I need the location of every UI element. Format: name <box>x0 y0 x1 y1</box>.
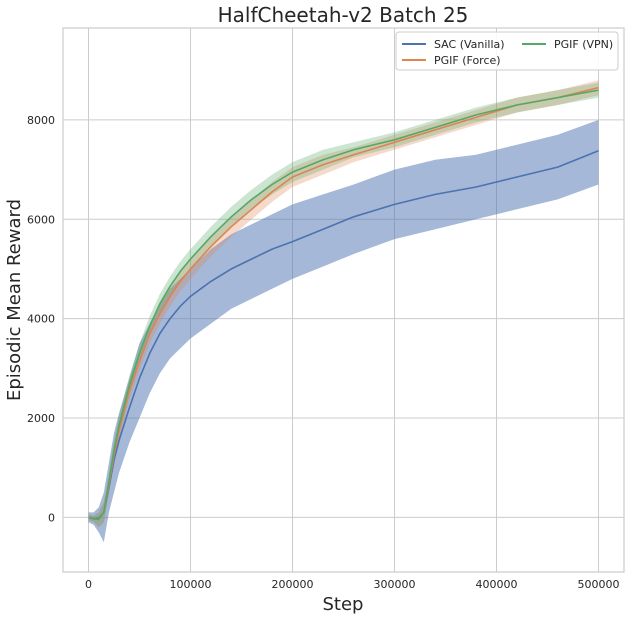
x-tick-label: 400000 <box>476 578 518 591</box>
band-sac-vanilla <box>88 119 599 543</box>
line-pgif-vpn <box>88 89 599 521</box>
legend-label-pgif-vpn: PGIF (VPN) <box>554 38 613 51</box>
y-tick-label: 6000 <box>27 213 55 226</box>
chart-title: HalfCheetah-v2 Batch 25 <box>218 3 469 27</box>
x-tick-label: 0 <box>85 578 92 591</box>
series-lines <box>88 86 599 521</box>
x-tick-label: 100000 <box>170 578 212 591</box>
x-tick-label: 300000 <box>374 578 416 591</box>
y-axis-label: Episodic Mean Reward <box>4 199 25 401</box>
legend-label-sac-vanilla: SAC (Vanilla) <box>434 38 505 51</box>
x-tick-label: 200000 <box>272 578 314 591</box>
plot-area <box>62 27 625 573</box>
legend-label-pgif-force: PGIF (Force) <box>434 54 501 67</box>
x-axis-label: Step <box>323 594 364 615</box>
y-tick-label: 8000 <box>27 114 55 127</box>
y-tick-label: 4000 <box>27 313 55 326</box>
x-tick-label: 500000 <box>578 578 620 591</box>
tick-labels: 0 100000 200000 300000 400000 500000 0 2000 4000… <box>27 114 620 591</box>
confidence-bands <box>88 80 599 543</box>
y-tick-label: 2000 <box>27 412 55 425</box>
y-tick-label: 0 <box>48 511 55 524</box>
legend: SAC (Vanilla) PGIF (Force) PGIF (VPN) <box>395 31 619 71</box>
legend-box <box>395 31 619 71</box>
